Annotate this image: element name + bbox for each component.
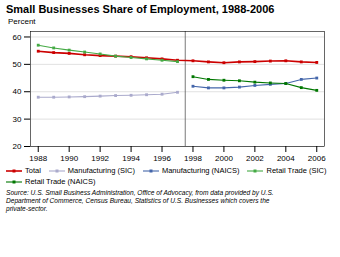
svg-text:1988: 1988 [29, 154, 47, 163]
svg-text:40: 40 [13, 87, 22, 96]
svg-text:2006: 2006 [308, 154, 326, 163]
svg-text:2002: 2002 [246, 154, 264, 163]
svg-text:30: 30 [13, 115, 22, 124]
svg-text:1996: 1996 [153, 154, 171, 163]
html-text:Source: U.S. Small Business Ad: Source: U.S. Small Business Administrati… [6, 189, 274, 212]
html-text:Total: Total [25, 166, 41, 175]
svg-text:2000: 2000 [215, 154, 233, 163]
svg-text:1992: 1992 [91, 154, 109, 163]
svg-text:2004: 2004 [277, 154, 295, 163]
svg-text:50: 50 [13, 60, 22, 69]
svg-text:1990: 1990 [60, 154, 78, 163]
html-text:Retail Trade (NAICS): Retail Trade (NAICS) [25, 177, 96, 186]
svg-text:20: 20 [13, 142, 22, 151]
svg-text:60: 60 [13, 33, 22, 42]
html-text:Manufacturing (SIC): Manufacturing (SIC) [67, 166, 135, 175]
svg-text:1998: 1998 [184, 154, 202, 163]
html-text:Small Businesses Share of Empl: Small Businesses Share of Employment, 19… [6, 3, 275, 15]
html-text:Percent: Percent [8, 17, 36, 26]
html-text:Manufacturing (NAICS): Manufacturing (NAICS) [162, 166, 240, 175]
svg-text:1994: 1994 [122, 154, 140, 163]
html-text:Retail Trade (SIC): Retail Trade (SIC) [266, 166, 327, 175]
